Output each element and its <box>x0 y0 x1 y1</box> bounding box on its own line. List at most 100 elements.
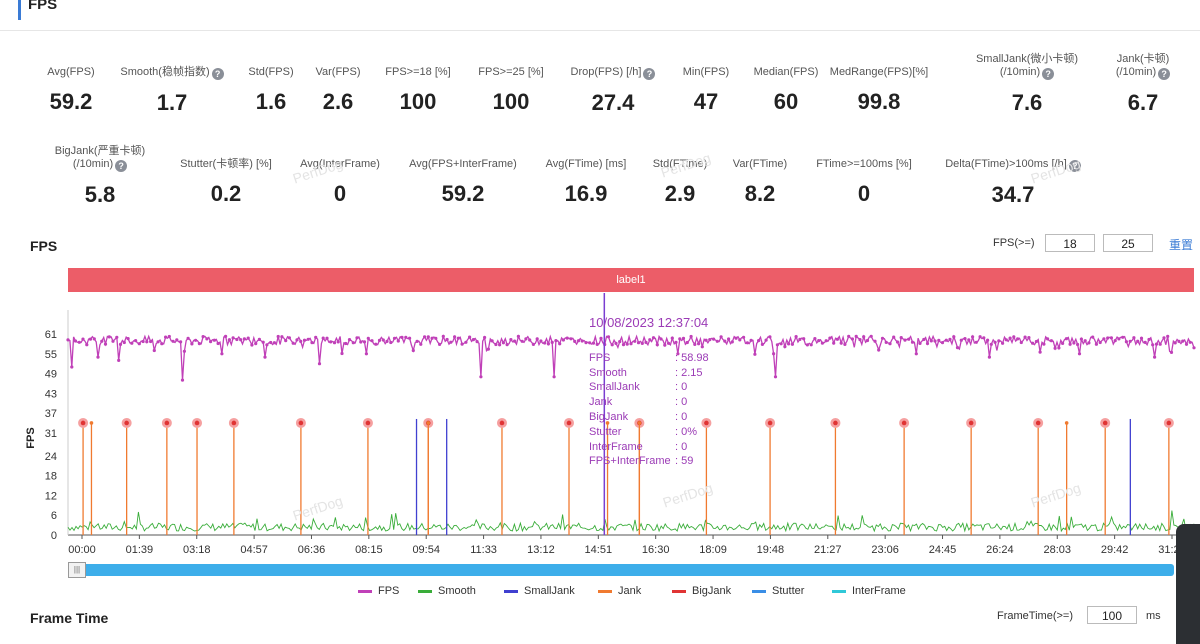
help-icon[interactable]: ? <box>211 68 224 80</box>
fps-point <box>524 337 528 341</box>
fps-point <box>922 337 926 342</box>
fps-point <box>364 352 368 356</box>
fps-point <box>404 335 408 339</box>
fps-point <box>385 339 389 343</box>
fps-point <box>854 334 858 338</box>
y-tick-label: 18 <box>45 471 57 483</box>
y-tick-label: 49 <box>45 369 57 381</box>
label-bar[interactable]: label1 <box>68 268 1194 292</box>
fps-point <box>655 343 659 347</box>
legend-item-bigjank[interactable]: BigJank <box>672 585 731 597</box>
fps-point <box>1079 337 1083 341</box>
fps-point <box>809 343 813 347</box>
help-icon[interactable]: ? <box>115 160 128 172</box>
reset-button[interactable]: 重置 <box>1169 238 1194 252</box>
help-icon[interactable]: ? <box>1068 160 1081 172</box>
fps-point <box>115 335 119 339</box>
fps-point <box>1046 337 1050 341</box>
fps-point <box>903 338 907 342</box>
tooltip-time: 10/08/2023 12:37:04 <box>589 315 709 330</box>
fps-point <box>633 339 637 343</box>
fps-point <box>280 335 284 339</box>
fps-point <box>790 342 795 346</box>
slider-handle[interactable]: ||| <box>68 562 86 578</box>
legend-item-jank[interactable]: Jank <box>598 585 641 597</box>
fps-point <box>700 345 704 349</box>
legend-swatch <box>598 589 612 593</box>
fps-point <box>1098 340 1102 345</box>
fps-point <box>959 338 963 342</box>
stat-value: 34.7 <box>991 182 1035 207</box>
x-tick-label: 16:30 <box>642 544 670 556</box>
fps-threshold-input-1[interactable]: 18 <box>1045 234 1095 252</box>
fps-point <box>794 335 798 339</box>
fps-point <box>678 337 682 341</box>
fps-point <box>141 339 145 344</box>
fps-point <box>194 338 198 342</box>
stat-value: 100 <box>492 89 530 114</box>
fps-threshold-input-2[interactable]: 25 <box>1103 234 1153 252</box>
stats_row1-11: Jank(卡顿) (/10min)? 6.7 <box>1053 53 1200 116</box>
tooltip-row: SmallJank: 0 <box>589 381 688 394</box>
legend-swatch <box>672 589 686 593</box>
x-tick-label: 11:33 <box>470 544 497 556</box>
fps-point <box>460 342 464 346</box>
tooltip-row: Smooth: 2.15 <box>589 366 703 379</box>
fps-point <box>1106 336 1110 340</box>
time-range-slider[interactable] <box>68 564 1174 576</box>
fps-point <box>70 365 74 369</box>
bigjank-marker <box>968 420 974 426</box>
fps-point <box>180 378 185 382</box>
fps-point <box>1031 341 1035 345</box>
fps-point <box>618 340 622 344</box>
fps-point <box>940 341 945 345</box>
fps-point <box>295 338 299 342</box>
fps-point <box>423 335 427 339</box>
fps-point <box>190 342 194 346</box>
fps-point <box>764 338 768 342</box>
fps-point <box>471 338 475 342</box>
legend-item-smalljank[interactable]: SmallJank <box>504 585 575 597</box>
jank-marker <box>1064 421 1069 425</box>
fps-point <box>907 337 911 341</box>
fps-point <box>272 341 276 345</box>
bigjank-marker <box>704 420 709 426</box>
frame-time-threshold-input[interactable]: 100 <box>1087 606 1137 624</box>
legend-item-stutter[interactable]: Stutter <box>752 585 804 597</box>
tooltip-row: Stutter: 0% <box>589 425 698 438</box>
help-icon[interactable]: ? <box>1042 68 1055 80</box>
fps-point <box>261 340 265 344</box>
help-icon[interactable]: ? <box>1158 68 1171 80</box>
fps-point <box>595 342 599 346</box>
fps-point <box>175 338 179 342</box>
fps-point <box>250 343 254 347</box>
stat-value: 5.8 <box>84 182 116 207</box>
fps-point <box>955 346 960 350</box>
frame-time-unit: ms <box>1146 610 1161 622</box>
fps-point <box>910 340 915 344</box>
fps-point <box>937 338 941 342</box>
stats_row1-7: Min(FPS) 47 <box>616 66 796 115</box>
x-tick-label: 09:54 <box>412 544 440 556</box>
fps-chart[interactable]: 0 6 12 18 24 31 37 43 49 55 61 FPS 00:00 01:39 03:18 04… <box>0 290 1200 590</box>
fps-point <box>186 336 190 340</box>
stat-label: Min(FPS) <box>682 66 730 78</box>
fps-point <box>269 340 273 345</box>
fps-point <box>306 337 310 341</box>
help-icon[interactable]: ? <box>643 68 656 80</box>
fps-point <box>182 349 186 353</box>
legend-item-interframe[interactable]: InterFrame <box>832 585 906 597</box>
fps-point <box>676 352 680 356</box>
jank-marker <box>637 421 642 425</box>
fps-point <box>839 341 843 345</box>
fps-point <box>1008 336 1012 340</box>
fps-point <box>1121 335 1125 339</box>
legend-item-smooth[interactable]: Smooth <box>418 585 476 597</box>
fps-point <box>798 337 802 341</box>
legend-item-fps[interactable]: FPS <box>358 585 399 597</box>
stat-label: SmallJank(微小卡顿) <box>975 53 1079 65</box>
stat-label: Avg(InterFrame) <box>300 158 380 170</box>
fps-point <box>648 338 652 342</box>
fps-point <box>779 342 783 346</box>
fps-point <box>359 340 363 344</box>
